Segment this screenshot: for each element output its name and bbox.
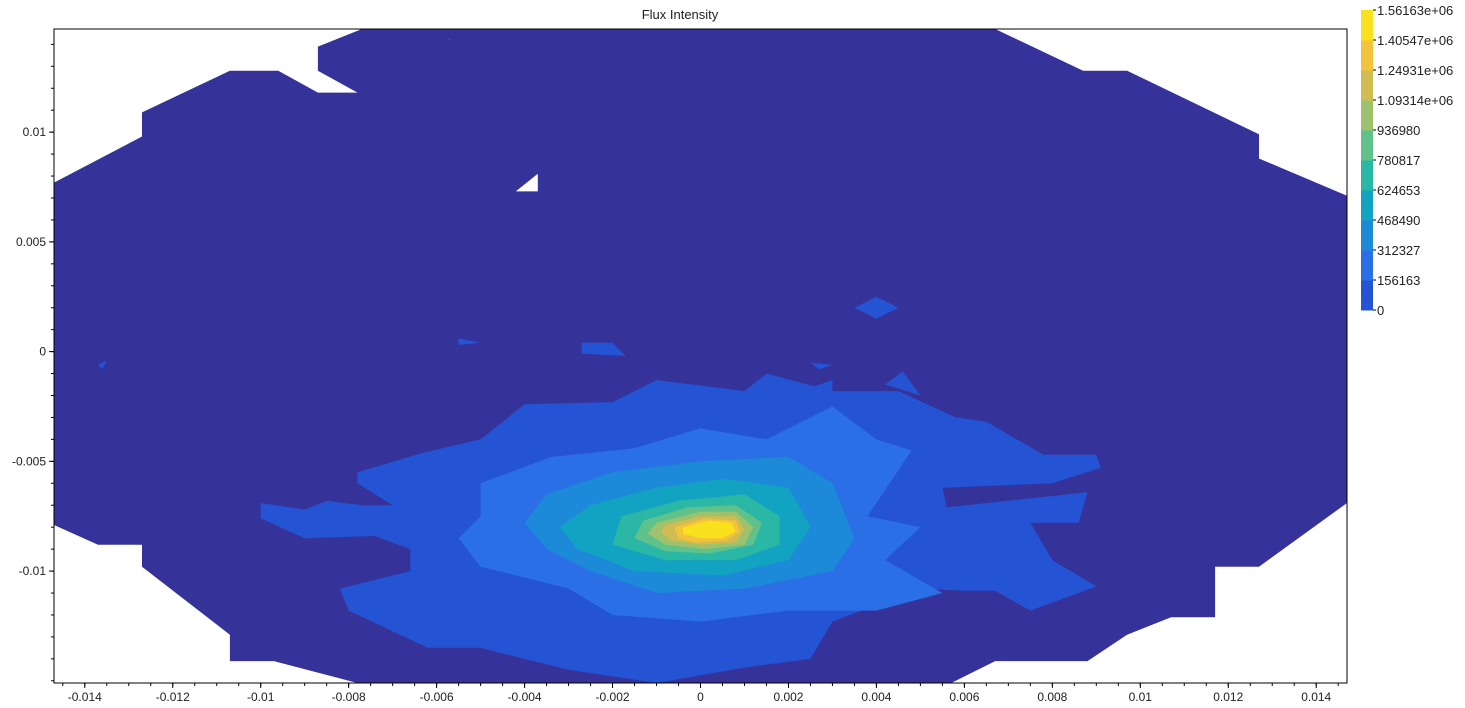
- colorbar-segment: [1361, 40, 1373, 71]
- colorbar-segment: [1361, 130, 1373, 161]
- empty-region: [515, 173, 538, 192]
- x-tick-label: 0.014: [1301, 690, 1331, 704]
- colorbar-label: 0: [1377, 303, 1384, 318]
- contour-island: [810, 362, 833, 370]
- y-tick-label: 0: [39, 345, 46, 359]
- colorbar-label: 936980: [1377, 123, 1420, 138]
- colorbar-segment: [1361, 10, 1373, 41]
- x-tick-label: -0.008: [332, 690, 366, 704]
- colorbar-label: 780817: [1377, 153, 1420, 168]
- colorbar-label: 312327: [1377, 243, 1420, 258]
- colorbar-segment: [1361, 160, 1373, 191]
- colorbar-label: 468490: [1377, 213, 1420, 228]
- colorbar-segment: [1361, 280, 1373, 311]
- colorbar-label: 1.56163e+06: [1377, 3, 1453, 18]
- y-tick-label: 0.01: [23, 125, 47, 139]
- contour-island: [581, 342, 626, 356]
- y-tick-label: 0.005: [16, 235, 46, 249]
- y-tick-label: -0.005: [12, 454, 46, 468]
- x-tick-label: -0.014: [68, 690, 102, 704]
- y-tick-label: -0.01: [19, 564, 47, 578]
- x-tick-label: 0.006: [949, 690, 979, 704]
- x-tick-label: -0.012: [156, 690, 190, 704]
- chart-title: Flux Intensity: [642, 7, 719, 22]
- colorbar-segment: [1361, 100, 1373, 131]
- x-axis: -0.014 -0.012 -0.01 -0.008 -0.006 -0.004 -0.00…: [62, 683, 1339, 704]
- x-tick-label: 0.008: [1037, 690, 1067, 704]
- x-tick-label: 0.012: [1213, 690, 1243, 704]
- x-tick-label: 0: [697, 690, 704, 704]
- contour-island: [885, 371, 921, 396]
- x-tick-label: -0.01: [247, 690, 275, 704]
- colorbar-segment: [1361, 220, 1373, 251]
- colorbar-label: 1.24931e+06: [1377, 63, 1453, 78]
- x-tick-label: -0.002: [596, 690, 630, 704]
- colorbar-segment: [1361, 250, 1373, 281]
- colorbar-segment: [1361, 190, 1373, 221]
- contour-island: [458, 338, 481, 345]
- contour-island: [854, 296, 899, 319]
- colorbar-label: 624653: [1377, 183, 1420, 198]
- colorbar-label: 156163: [1377, 273, 1420, 288]
- x-tick-label: -0.006: [420, 690, 454, 704]
- x-tick-label: -0.004: [508, 690, 542, 704]
- plot-area: [54, 29, 1347, 683]
- contour-island: [98, 360, 107, 370]
- x-tick-label: 0.002: [773, 690, 803, 704]
- x-tick-label: 0.004: [861, 690, 891, 704]
- contour-level-10: [682, 520, 736, 539]
- colorbar-segment: [1361, 70, 1373, 101]
- y-axis: 0.01 0.005 0 -0.005 -0.01: [12, 43, 54, 682]
- colorbar: 0 156163 312327 468490 624653 780817 936980 1.0…: [1361, 3, 1453, 318]
- x-tick-label: 0.01: [1129, 690, 1153, 704]
- colorbar-label: 1.40547e+06: [1377, 33, 1453, 48]
- colorbar-label: 1.09314e+06: [1377, 93, 1453, 108]
